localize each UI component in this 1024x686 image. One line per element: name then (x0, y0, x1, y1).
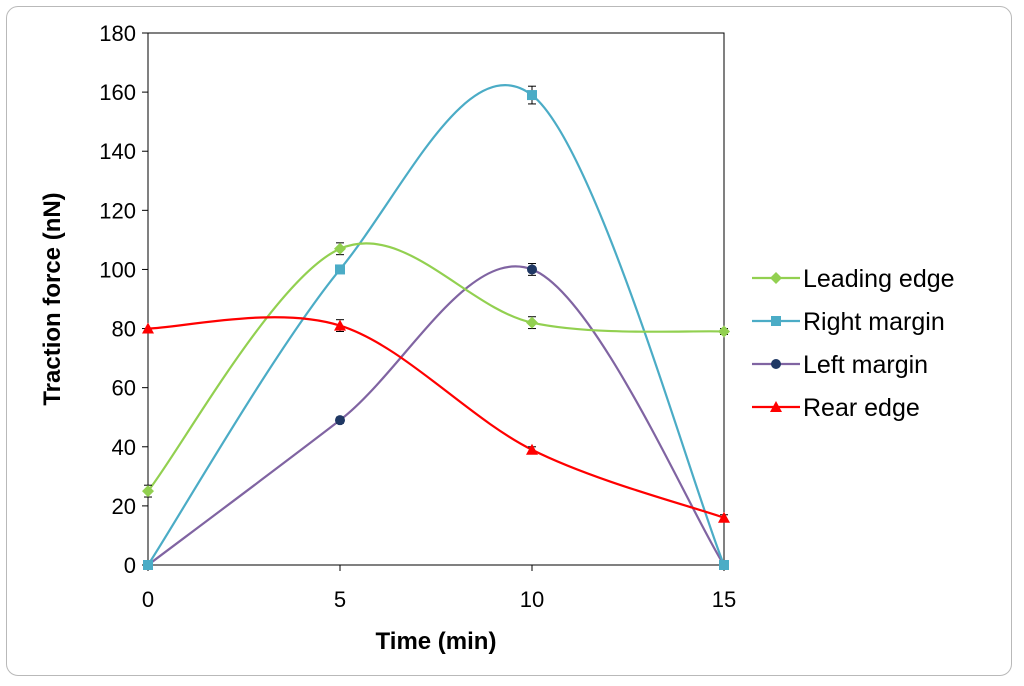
y-axis-title: Traction force (nN) (39, 192, 66, 405)
data-point (142, 322, 154, 334)
data-point (526, 443, 538, 455)
legend-label: Right margin (803, 308, 945, 336)
x-axis-ticks: 0 5 10 15 (142, 565, 736, 612)
data-point (334, 319, 346, 331)
x-axis-title: Time (min) (376, 628, 497, 655)
x-tick-label: 15 (712, 587, 736, 612)
y-tick-label: 120 (99, 198, 136, 223)
legend-marker (771, 359, 781, 369)
plot-area (147, 32, 725, 566)
data-point (526, 316, 538, 329)
legend-item: Rear edge (752, 394, 920, 422)
y-tick-label: 0 (124, 553, 136, 578)
legend-item: Right margin (752, 308, 945, 336)
data-point (718, 511, 730, 523)
y-tick-label: 80 (112, 317, 136, 342)
legend-item: Leading edge (752, 265, 955, 293)
y-tick-label: 20 (112, 494, 136, 519)
data-point (334, 242, 346, 255)
legend-label: Left margin (803, 351, 928, 379)
x-tick-label: 0 (142, 587, 154, 612)
data-point (527, 264, 537, 275)
data-point (142, 485, 154, 498)
series-right-margin (143, 84, 729, 570)
x-tick-label: 10 (520, 587, 544, 612)
legend-item: Left margin (752, 351, 928, 379)
series-left-margin (143, 263, 729, 570)
legend-label: Leading edge (803, 265, 955, 293)
chart-frame (6, 6, 1012, 676)
series-line (147, 316, 725, 519)
data-point (335, 264, 345, 275)
y-tick-label: 140 (99, 139, 136, 164)
x-tick-label: 5 (334, 587, 346, 612)
series-layer (142, 84, 730, 570)
y-axis-ticks: 0 20 40 60 80 100 120 140 160 180 (99, 21, 148, 578)
series-rear-edge (142, 316, 730, 523)
legend-label: Rear edge (803, 394, 920, 422)
legend-marker (770, 401, 782, 412)
data-point (718, 325, 730, 338)
series-leading-edge (142, 242, 730, 498)
data-point (527, 90, 537, 101)
y-tick-label: 40 (112, 435, 136, 460)
y-tick-label: 100 (99, 257, 136, 282)
series-line (147, 242, 725, 492)
y-tick-label: 60 (112, 376, 136, 401)
data-point (719, 560, 729, 570)
legend: Leading edge Right margin Left margin Rear … (752, 265, 955, 422)
data-point (335, 415, 345, 426)
data-point (143, 560, 153, 570)
series-line (147, 265, 725, 566)
series-line (147, 84, 726, 566)
y-tick-label: 160 (99, 80, 136, 105)
legend-marker (771, 316, 781, 326)
y-tick-label: 180 (99, 21, 136, 46)
legend-marker (770, 272, 782, 284)
